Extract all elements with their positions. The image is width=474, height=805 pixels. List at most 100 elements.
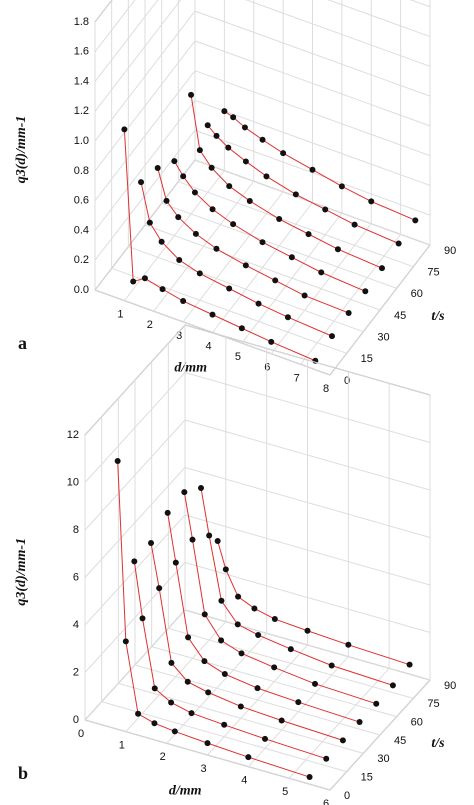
y-tick-label: 60: [411, 717, 423, 729]
x-tick-label: 2: [147, 319, 153, 331]
data-point: [188, 91, 195, 98]
data-point: [196, 147, 203, 154]
data-point: [237, 703, 244, 710]
grid-line: [128, 246, 364, 333]
z-axis-label: q3(d)/mm-1: [14, 116, 29, 184]
y-axis-label: t/s: [431, 736, 445, 751]
data-point: [284, 314, 291, 321]
z-tick-label: 6: [73, 571, 79, 583]
data-point: [151, 685, 158, 692]
data-point: [268, 338, 275, 345]
data-point: [246, 197, 253, 204]
data-point: [262, 735, 268, 742]
data-point: [288, 254, 295, 261]
data-point: [201, 611, 208, 618]
data-point: [226, 183, 233, 190]
series-line: [224, 110, 416, 221]
data-point: [230, 114, 237, 121]
grid-line: [168, 627, 414, 699]
x-tick-label: 3: [176, 330, 182, 342]
data-point: [356, 719, 363, 726]
data-point: [114, 457, 121, 464]
data-point: [206, 532, 213, 539]
grid-line: [101, 701, 347, 773]
data-point: [255, 300, 262, 307]
data-point: [389, 682, 396, 689]
y-tick-label: 0: [344, 375, 350, 387]
data-point: [235, 593, 242, 600]
data-point: [176, 257, 183, 264]
z-tick-label: 0: [73, 714, 79, 726]
z-tick-label: 0.4: [74, 224, 89, 236]
data-point: [184, 678, 191, 685]
series-line: [217, 540, 410, 666]
panel-label: b: [18, 763, 28, 783]
x-tick-label: 1: [119, 740, 125, 752]
data-point: [189, 536, 196, 543]
data-point: [181, 489, 188, 496]
data-point: [191, 189, 198, 196]
data-point: [272, 277, 279, 284]
data-point: [276, 216, 283, 223]
data-point: [245, 754, 252, 761]
data-point: [242, 158, 249, 165]
series-line: [117, 460, 310, 778]
data-point: [238, 325, 245, 332]
data-point: [180, 173, 187, 180]
data-point: [122, 638, 129, 645]
data-point: [271, 616, 278, 623]
data-point: [172, 559, 179, 566]
y-tick-label: 60: [411, 288, 423, 300]
series-line: [133, 561, 327, 760]
series-line: [150, 542, 344, 741]
panel-label: a: [18, 333, 27, 353]
z-tick-label: 10: [67, 476, 79, 488]
data-point: [295, 699, 302, 706]
data-point: [204, 740, 211, 747]
grid-line: [144, 224, 381, 311]
data-point: [131, 558, 138, 565]
grid-line: [327, 0, 431, 38]
grid-line: [111, 267, 347, 354]
data-point: [135, 710, 142, 717]
series-line: [190, 94, 383, 269]
y-tick-label: 0: [344, 790, 350, 802]
data-point: [138, 179, 145, 186]
data-point: [156, 585, 163, 592]
y-tick-label: 30: [377, 753, 389, 765]
data-point: [139, 615, 146, 622]
data-point: [148, 540, 154, 547]
y-tick-label: 45: [394, 310, 406, 322]
y-axis-label: t/s: [431, 309, 445, 324]
data-point: [301, 292, 308, 299]
z-tick-label: 2: [73, 666, 79, 678]
data-point: [328, 662, 335, 669]
data-point: [238, 650, 245, 657]
data-point: [175, 214, 182, 221]
data-point: [280, 150, 287, 157]
data-point: [328, 333, 335, 340]
data-point: [180, 298, 187, 305]
grid-line: [84, 719, 331, 791]
y-tick-label: 45: [394, 735, 406, 747]
data-point: [225, 144, 232, 151]
data-point: [345, 309, 352, 316]
series-line: [173, 160, 366, 292]
grid-line: [178, 181, 414, 268]
data-point: [334, 246, 341, 253]
data-point: [395, 240, 402, 247]
x-tick-label: 4: [205, 340, 211, 352]
data-point: [218, 597, 225, 604]
data-point: [214, 537, 221, 544]
data-point: [151, 720, 158, 727]
x-tick-label: 7: [294, 372, 300, 384]
x-tick-label: 6: [264, 362, 270, 374]
data-point: [209, 206, 216, 213]
data-point: [141, 275, 148, 282]
y-tick-label: 15: [361, 353, 373, 365]
data-point: [362, 288, 369, 295]
data-point: [213, 245, 220, 252]
data-point: [213, 132, 220, 139]
data-point: [305, 231, 312, 238]
